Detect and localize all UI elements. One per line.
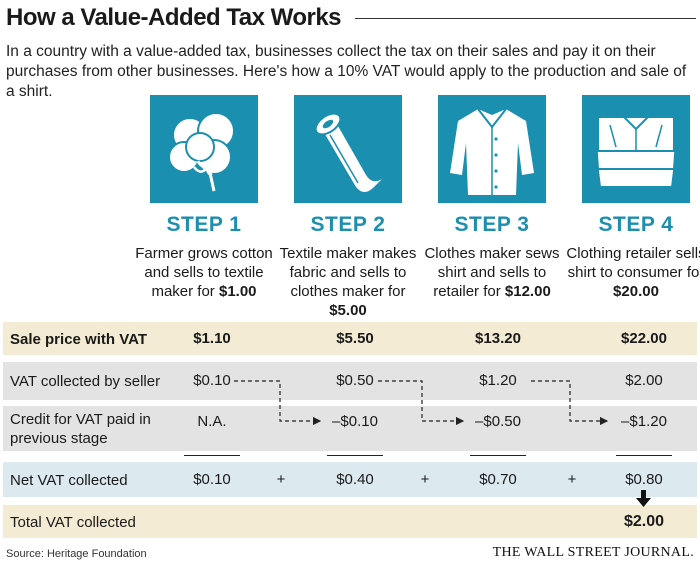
- step-2-label: STEP 2: [310, 213, 386, 236]
- sale-price-row-bg: [3, 322, 697, 355]
- vat-collected-step-4: $2.00: [625, 372, 663, 389]
- plus-sign-2: +: [420, 471, 430, 488]
- vat-collected-step-3: $1.20: [479, 372, 517, 389]
- credit-step-4: –$1.20: [621, 413, 667, 430]
- page-title: How a Value-Added Tax Works: [6, 4, 342, 31]
- step-3-price: $12.00: [504, 283, 551, 300]
- total-vat-row-bg: [3, 505, 697, 538]
- vat-collected-step-2: $0.50: [336, 372, 374, 389]
- credit-label: Credit for VAT paid in previous stage: [10, 411, 151, 447]
- net-vat-step-4: $0.80: [625, 471, 663, 488]
- net-vat-label: Net VAT collected: [10, 472, 128, 489]
- net-vat-step-2: $0.40: [336, 471, 374, 488]
- plus-sign-1: +: [276, 471, 286, 488]
- sum-underline-4: [616, 455, 672, 456]
- total-vat-label: Total VAT collected: [10, 514, 136, 531]
- credit-step-1: N.A.: [197, 413, 227, 430]
- title-rule: [355, 18, 696, 19]
- step-1-description: Farmer grows cotton and sells to textile…: [135, 245, 273, 300]
- total-vat-value: $2.00: [623, 513, 665, 530]
- vat-collected-step-1: $0.10: [193, 372, 231, 389]
- subtitle: In a country with a value-added tax, bus…: [6, 43, 687, 100]
- fabric-roll-icon: [294, 95, 402, 203]
- step-4-price: $20.00: [613, 283, 659, 300]
- net-vat-step-3: $0.70: [479, 471, 517, 488]
- credit-step-2: –$0.10: [332, 413, 378, 430]
- step-3-description: Clothes maker sews shirt and sells to re…: [424, 245, 560, 300]
- sale-price-step-4: $22.00: [621, 330, 667, 347]
- sum-underline-2: [327, 455, 383, 456]
- plus-sign-3: +: [567, 471, 577, 488]
- sum-underline-1: [184, 455, 240, 456]
- net-vat-row-bg: [3, 462, 697, 497]
- credit-step-3: –$0.50: [475, 413, 521, 430]
- sale-price-step-2: $5.50: [336, 330, 374, 347]
- vat-collected-label: VAT collected by seller: [10, 373, 161, 390]
- sale-price-step-3: $13.20: [475, 330, 521, 347]
- folded-shirts-icon: [582, 95, 690, 203]
- step-1-price: $1.00: [218, 283, 257, 300]
- step-3-label: STEP 3: [454, 213, 530, 236]
- publisher-logo: THE WALL STREET JOURNAL.: [492, 545, 694, 560]
- step-2-description: Textile maker makes fabric and sells to …: [279, 245, 417, 319]
- step-4-description: Clothing retailer sells shirt to consume…: [566, 245, 700, 300]
- cotton-boll-icon: [150, 95, 258, 203]
- net-vat-step-1: $0.10: [193, 471, 231, 488]
- step-1-label: STEP 1: [166, 213, 242, 236]
- step-2-price: $5.00: [329, 302, 367, 319]
- step-4-label: STEP 4: [598, 213, 674, 236]
- sum-underline-3: [470, 455, 526, 456]
- source-note: Source: Heritage Foundation: [6, 548, 147, 560]
- sale-price-step-1: $1.10: [193, 330, 231, 347]
- sale-price-label: Sale price with VAT: [10, 331, 147, 348]
- shirt-icon: [438, 95, 546, 203]
